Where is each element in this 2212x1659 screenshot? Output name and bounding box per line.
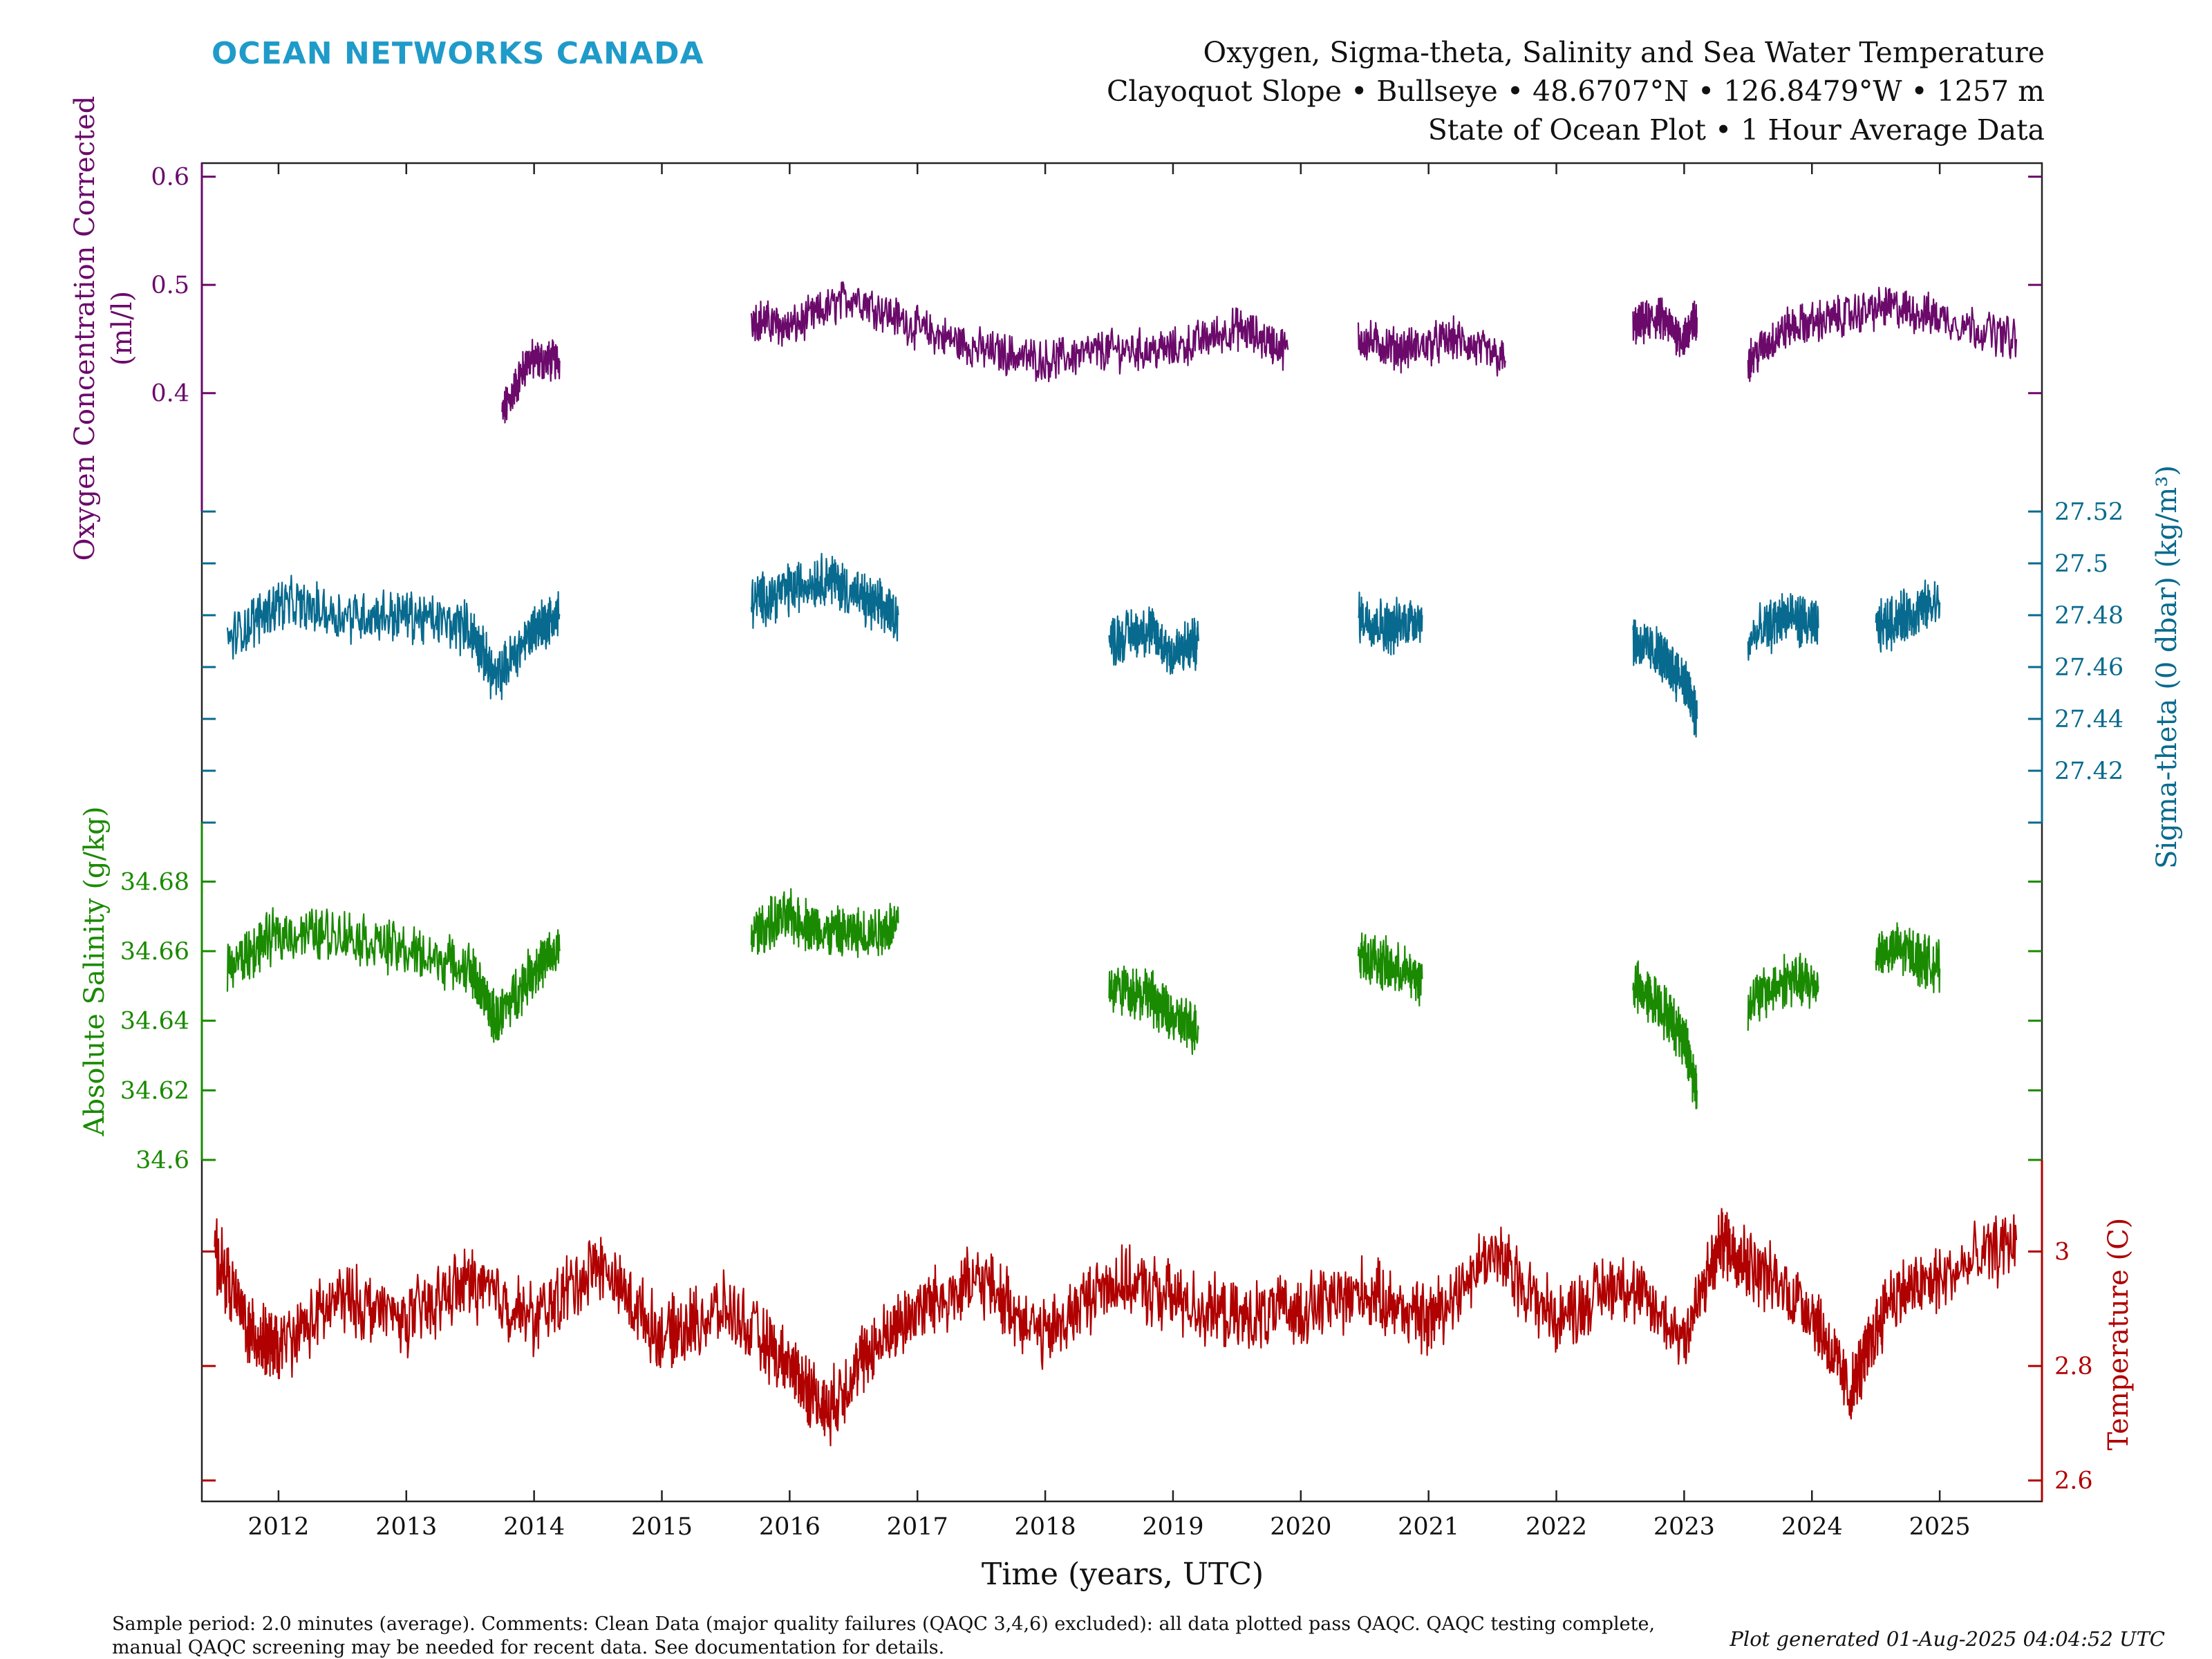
x-tick-label: 2023 [1653,1513,1715,1541]
x-tick-label: 2020 [1270,1513,1331,1541]
sigma-theta-tick-label: 27.48 [2054,602,2124,630]
salinity-series-line [1357,932,1423,1007]
sigma-theta-series-line [1632,619,1698,738]
oxygen-series-line [1357,315,1506,377]
series-layer [214,281,2018,1447]
oxygen-series-line [1747,286,2018,382]
salinity-tick-label: 34.64 [120,1008,189,1035]
salinity-series-line [1875,922,1941,993]
chart-title: Oxygen, Sigma-theta, Salinity and Sea Wa… [1203,36,2045,69]
chart-location-subtitle: Clayoquot Slope • Bullseye • 48.6707°N •… [1107,75,2045,108]
sigma-theta-tick-label: 27.46 [2054,654,2124,682]
salinity-tick-label: 34.66 [120,938,189,966]
plot-generated-timestamp: Plot generated 01-Aug-2025 04:04:52 UTC [1730,1627,2165,1651]
oxygen-tick-label: 0.5 [151,272,189,299]
salinity-axis-label: Absolute Salinity (g/kg) [79,806,111,1136]
oxygen-series-line [1632,297,1698,357]
salinity-tick-label: 34.68 [120,868,189,896]
sigma-theta-tick-label: 27.44 [2054,706,2124,733]
salinity-series-line [1108,965,1199,1056]
oxygen-axis-label: Oxygen Concentration Corrected [69,96,101,561]
x-tick-label: 2017 [887,1513,948,1541]
x-tick-label: 2014 [503,1513,565,1541]
x-tick-label: 2016 [759,1513,821,1541]
sigma-theta-series-line [226,574,561,700]
oxygen-series-line [501,339,561,424]
x-tick-label: 2018 [1015,1513,1076,1541]
salinity-tick-label: 34.62 [120,1077,189,1105]
axes-layer: 2012 2013 2014 2015 2016 2017 2018 2019 2020 2021… [120,162,2124,1541]
sigma-theta-tick-label: 27.42 [2054,758,2124,785]
salinity-series-line [750,888,899,958]
x-tick-label: 2013 [375,1513,437,1541]
temperature-series-line [214,1208,2018,1447]
salinity-tick-label: 34.6 [135,1147,189,1174]
temperature-tick-label: 2.6 [2054,1468,2093,1495]
salinity-series-line [1747,953,1819,1031]
temperature-tick-label: 3 [2054,1238,2070,1266]
sigma-axis-label: Sigma-theta (0 dbar) (kg/m³) [2151,465,2183,869]
x-tick-label: 2022 [1526,1513,1587,1541]
sigma-theta-series-line [1358,591,1423,656]
sigma-theta-series-line [1747,592,1819,661]
chart-type-subtitle: State of Ocean Plot • 1 Hour Average Dat… [1427,113,2045,147]
oxygen-series-line [750,281,1289,382]
x-tick-label: 2015 [631,1513,693,1541]
footnote-line: manual QAQC screening may be needed for … [112,1637,945,1658]
temperature-tick-label: 2.8 [2054,1353,2093,1380]
sigma-theta-tick-label: 27.52 [2054,498,2124,526]
sigma-theta-series-line [750,552,899,642]
x-tick-label: 2012 [247,1513,309,1541]
x-tick-label: 2025 [1909,1513,1971,1541]
x-axis-label: Time (years, UTC) [982,1557,1264,1592]
temperature-axis-label: Temperature (C) [2103,1218,2135,1451]
x-tick-label: 2019 [1142,1513,1203,1541]
brand-logo: OCEAN NETWORKS CANADA [212,36,704,71]
footnote-line: Sample period: 2.0 minutes (average). Co… [112,1613,1656,1635]
oxygen-tick-label: 0.6 [151,164,189,191]
x-tick-label: 2024 [1781,1513,1843,1541]
oxygen-tick-label: 0.4 [151,380,189,408]
sigma-theta-series-line [1875,579,1941,653]
x-tick-label: 2021 [1398,1513,1459,1541]
salinity-series-line [1632,960,1698,1109]
sigma-theta-tick-label: 27.5 [2054,550,2108,578]
oxygen-axis-unit: (ml/l) [106,291,138,366]
sigma-theta-series-line [1108,606,1199,675]
salinity-series-line [226,907,561,1043]
